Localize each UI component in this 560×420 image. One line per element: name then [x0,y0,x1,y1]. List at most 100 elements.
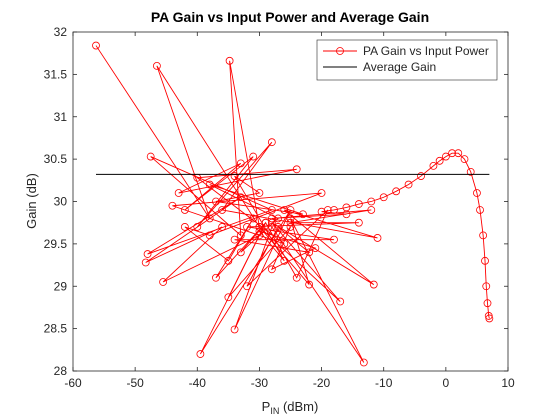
point-marker [218,206,227,214]
point-marker [286,206,295,214]
point-marker [448,149,456,158]
point-marker [330,206,338,214]
point-marker [330,235,338,244]
point-marker [267,223,276,231]
point-marker [435,156,444,165]
point-marker [311,244,320,253]
x-label-sub: IN [270,406,279,416]
point-marker [305,248,314,257]
point-marker [373,234,382,242]
point-marker [224,293,233,302]
point-marker [218,223,227,231]
y-tick-label: 29 [54,279,68,293]
legend-label: Average Gain [363,60,436,74]
point-marker [159,278,168,286]
legend-box [316,39,498,81]
point-marker [317,207,326,216]
point-marker [180,223,189,231]
point-marker [205,214,214,223]
y-tick-label: 28 [54,364,68,378]
point-marker [141,258,150,267]
point-marker [267,218,276,227]
x-label-base: P [262,399,271,414]
point-marker [466,167,475,176]
point-marker [429,162,438,170]
point-marker [212,197,220,206]
point-marker [274,214,282,223]
legend: PA Gain vs Input Power Average Gain [316,39,498,81]
plot [92,41,494,367]
point-marker [249,214,258,223]
point-marker [305,280,314,289]
point-marker [274,223,282,231]
point-marker [323,206,332,214]
point-marker [367,197,376,206]
point-marker [243,282,251,291]
point-marker [483,299,492,308]
point-marker [261,218,270,227]
point-marker [476,206,484,214]
point-marker [473,189,481,197]
legend-label: PA Gain vs Input Power [363,44,489,58]
point-marker [392,187,401,196]
x-tick-label: -40 [189,376,207,390]
point-marker [485,314,494,323]
point-marker [230,235,239,244]
point-marker [193,223,202,231]
x-tick-label: -30 [251,376,269,390]
y-tick-label: 28.5 [44,322,68,336]
point-marker [236,159,245,168]
point-marker [299,210,307,219]
point-marker [379,193,388,202]
point-marker [454,149,463,158]
chart-title: PA Gain vs Input Power and Average Gain [151,9,429,25]
point-marker [336,297,345,306]
point-marker [286,214,295,223]
x-tick-label: 0 [443,376,450,390]
point-marker [342,203,351,212]
point-marker [236,231,245,240]
point-marker [280,206,289,214]
x-label-rest: (dBm) [279,399,318,414]
point-marker [292,165,301,174]
point-marker [255,189,264,197]
y-tick-label: 32 [54,25,68,39]
point-marker [404,180,413,189]
point-marker [267,206,276,214]
point-marker [168,201,177,210]
point-marker [286,218,295,227]
point-marker [267,214,276,223]
point-marker [249,152,258,161]
point-marker [92,41,100,50]
y-axis-label: Gain (dB) [24,173,39,229]
x-axis-label: PIN (dBm) [262,399,319,416]
point-marker [292,273,301,282]
y-tick-label: 29.5 [44,237,68,251]
point-marker [152,62,161,70]
point-marker [417,172,425,180]
point-marker [280,256,289,265]
y-tick-label: 31 [54,110,68,124]
point-marker [230,172,239,180]
legend-marker [336,47,344,55]
point-marker [286,223,295,231]
point-marker [243,223,251,231]
point-marker [479,231,488,240]
point-marker [482,282,491,291]
point-marker [267,265,276,274]
point-marker [354,218,363,227]
point-marker [255,223,264,231]
point-marker [225,56,234,65]
y-tick-label: 30.5 [44,152,68,166]
point-marker [441,152,450,161]
y-tick-label: 30 [54,195,68,209]
y-tick-label: 31.5 [44,67,68,81]
point-marker [280,239,289,248]
point-marker [180,206,189,214]
series-line [95,45,490,363]
x-tick-label: 10 [501,376,515,390]
point-marker [460,155,469,164]
point-marker [317,189,326,197]
x-tick-label: -60 [64,376,82,390]
